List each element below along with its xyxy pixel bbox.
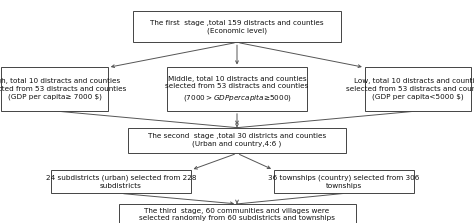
Text: The second  stage ,total 30 districts and counties
(Urban and country,4:6 ): The second stage ,total 30 districts and… xyxy=(148,134,326,147)
Text: Middle, total 10 distracts and counties
selected from 53 distracts and counties
: Middle, total 10 distracts and counties … xyxy=(165,76,309,103)
Text: The third  stage, 60 communities and villages were
selected randomly from 60 sub: The third stage, 60 communities and vill… xyxy=(139,208,335,221)
Text: 36 townships (country) selected from 306
townships: 36 townships (country) selected from 306… xyxy=(268,175,419,189)
FancyBboxPatch shape xyxy=(51,170,191,193)
FancyBboxPatch shape xyxy=(365,68,471,111)
FancyBboxPatch shape xyxy=(128,128,346,153)
FancyBboxPatch shape xyxy=(133,11,341,42)
FancyBboxPatch shape xyxy=(167,68,307,111)
FancyBboxPatch shape xyxy=(1,68,108,111)
Text: High, total 10 distracts and counties
selected from 53 distracts and counties
(G: High, total 10 distracts and counties se… xyxy=(0,78,126,100)
FancyBboxPatch shape xyxy=(118,204,356,223)
Text: 24 subdistricts (urban) selected from 228
subdistricts: 24 subdistricts (urban) selected from 22… xyxy=(46,175,196,189)
Text: The first  stage ,total 159 distracts and counties
(Economic level): The first stage ,total 159 distracts and… xyxy=(150,20,324,34)
Text: Low, total 10 distracts and counties
selected from 53 distracts and counties
(GD: Low, total 10 distracts and counties sel… xyxy=(346,78,474,100)
FancyBboxPatch shape xyxy=(274,170,413,193)
